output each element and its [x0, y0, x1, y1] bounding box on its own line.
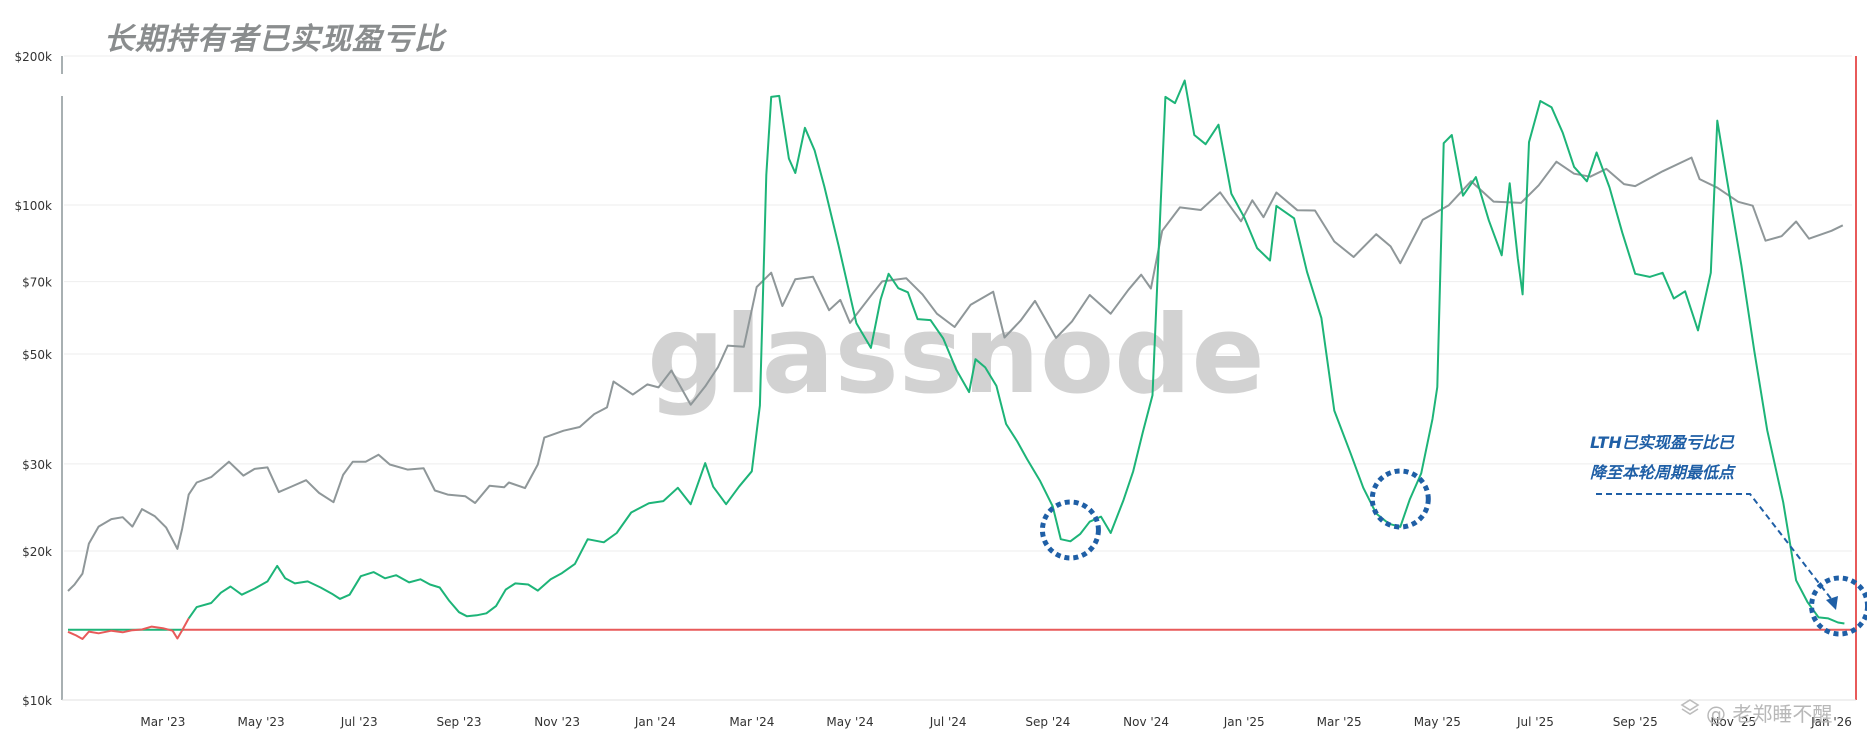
x-tick-label: May '24 [826, 715, 873, 729]
x-tick-label: Jul '23 [340, 715, 378, 729]
x-tick-label: Jul '25 [1516, 715, 1554, 729]
series-layer [67, 79, 1845, 640]
x-tick-label: Mar '23 [140, 715, 185, 729]
x-tick-label: Sep '24 [1025, 715, 1070, 729]
x-tick-label: Nov '23 [534, 715, 580, 729]
ratio-series-line-low [67, 617, 190, 640]
x-tick-label: Jan '26 [1810, 715, 1852, 729]
ratio-series-line [187, 79, 1845, 625]
brand-watermark: glassnode [647, 293, 1264, 418]
y-tick-label: $30k [22, 458, 52, 472]
axes-layer: $10k $20k $30k $50k $70k $100k $200k Mar '23 May… [15, 50, 1857, 729]
y-tick-label: $50k [22, 348, 52, 362]
annotation-label-line1: LTH已实现盈亏比已 [1590, 433, 1735, 452]
annotation-layer: LTH已实现盈亏比已 降至本轮周期最低点 [1039, 433, 1867, 637]
y-tick-label: $200k [15, 50, 53, 64]
y-tick-label: $20k [22, 545, 52, 559]
x-tick-label: Mar '25 [1317, 715, 1362, 729]
x-tick-label: Jul '24 [929, 715, 967, 729]
annotation-circle [1809, 575, 1867, 637]
x-tick-label: Nov '24 [1123, 715, 1169, 729]
annotation-pointer [1596, 493, 1833, 601]
watermark-logo-icon [1680, 699, 1700, 715]
x-tick-label: Jan '24 [634, 715, 676, 729]
grid-layer [64, 55, 1852, 701]
y-tick-label: $10k [22, 694, 52, 708]
x-tick-label: Mar '24 [729, 715, 774, 729]
annotation-circle [1039, 499, 1101, 561]
annotation-circle [1369, 468, 1431, 530]
x-tick-label: Sep '23 [436, 715, 481, 729]
y-tick-label: $70k [22, 276, 52, 290]
author-watermark: @ 老郑睡不醒 [1706, 702, 1833, 726]
x-tick-label: May '25 [1414, 715, 1461, 729]
annotation-arrowhead [1826, 596, 1838, 610]
x-tick-label: Nov '25 [1710, 715, 1756, 729]
x-tick-label: Jan '25 [1223, 715, 1265, 729]
y-tick-label: $100k [15, 199, 53, 213]
price-series-line [67, 156, 1844, 592]
annotation-label-line2: 降至本轮周期最低点 [1590, 463, 1736, 482]
x-tick-label: May '23 [237, 715, 284, 729]
page-title: 长期持有者已实现盈亏比 [104, 22, 445, 57]
x-tick-label: Sep '25 [1613, 715, 1658, 729]
